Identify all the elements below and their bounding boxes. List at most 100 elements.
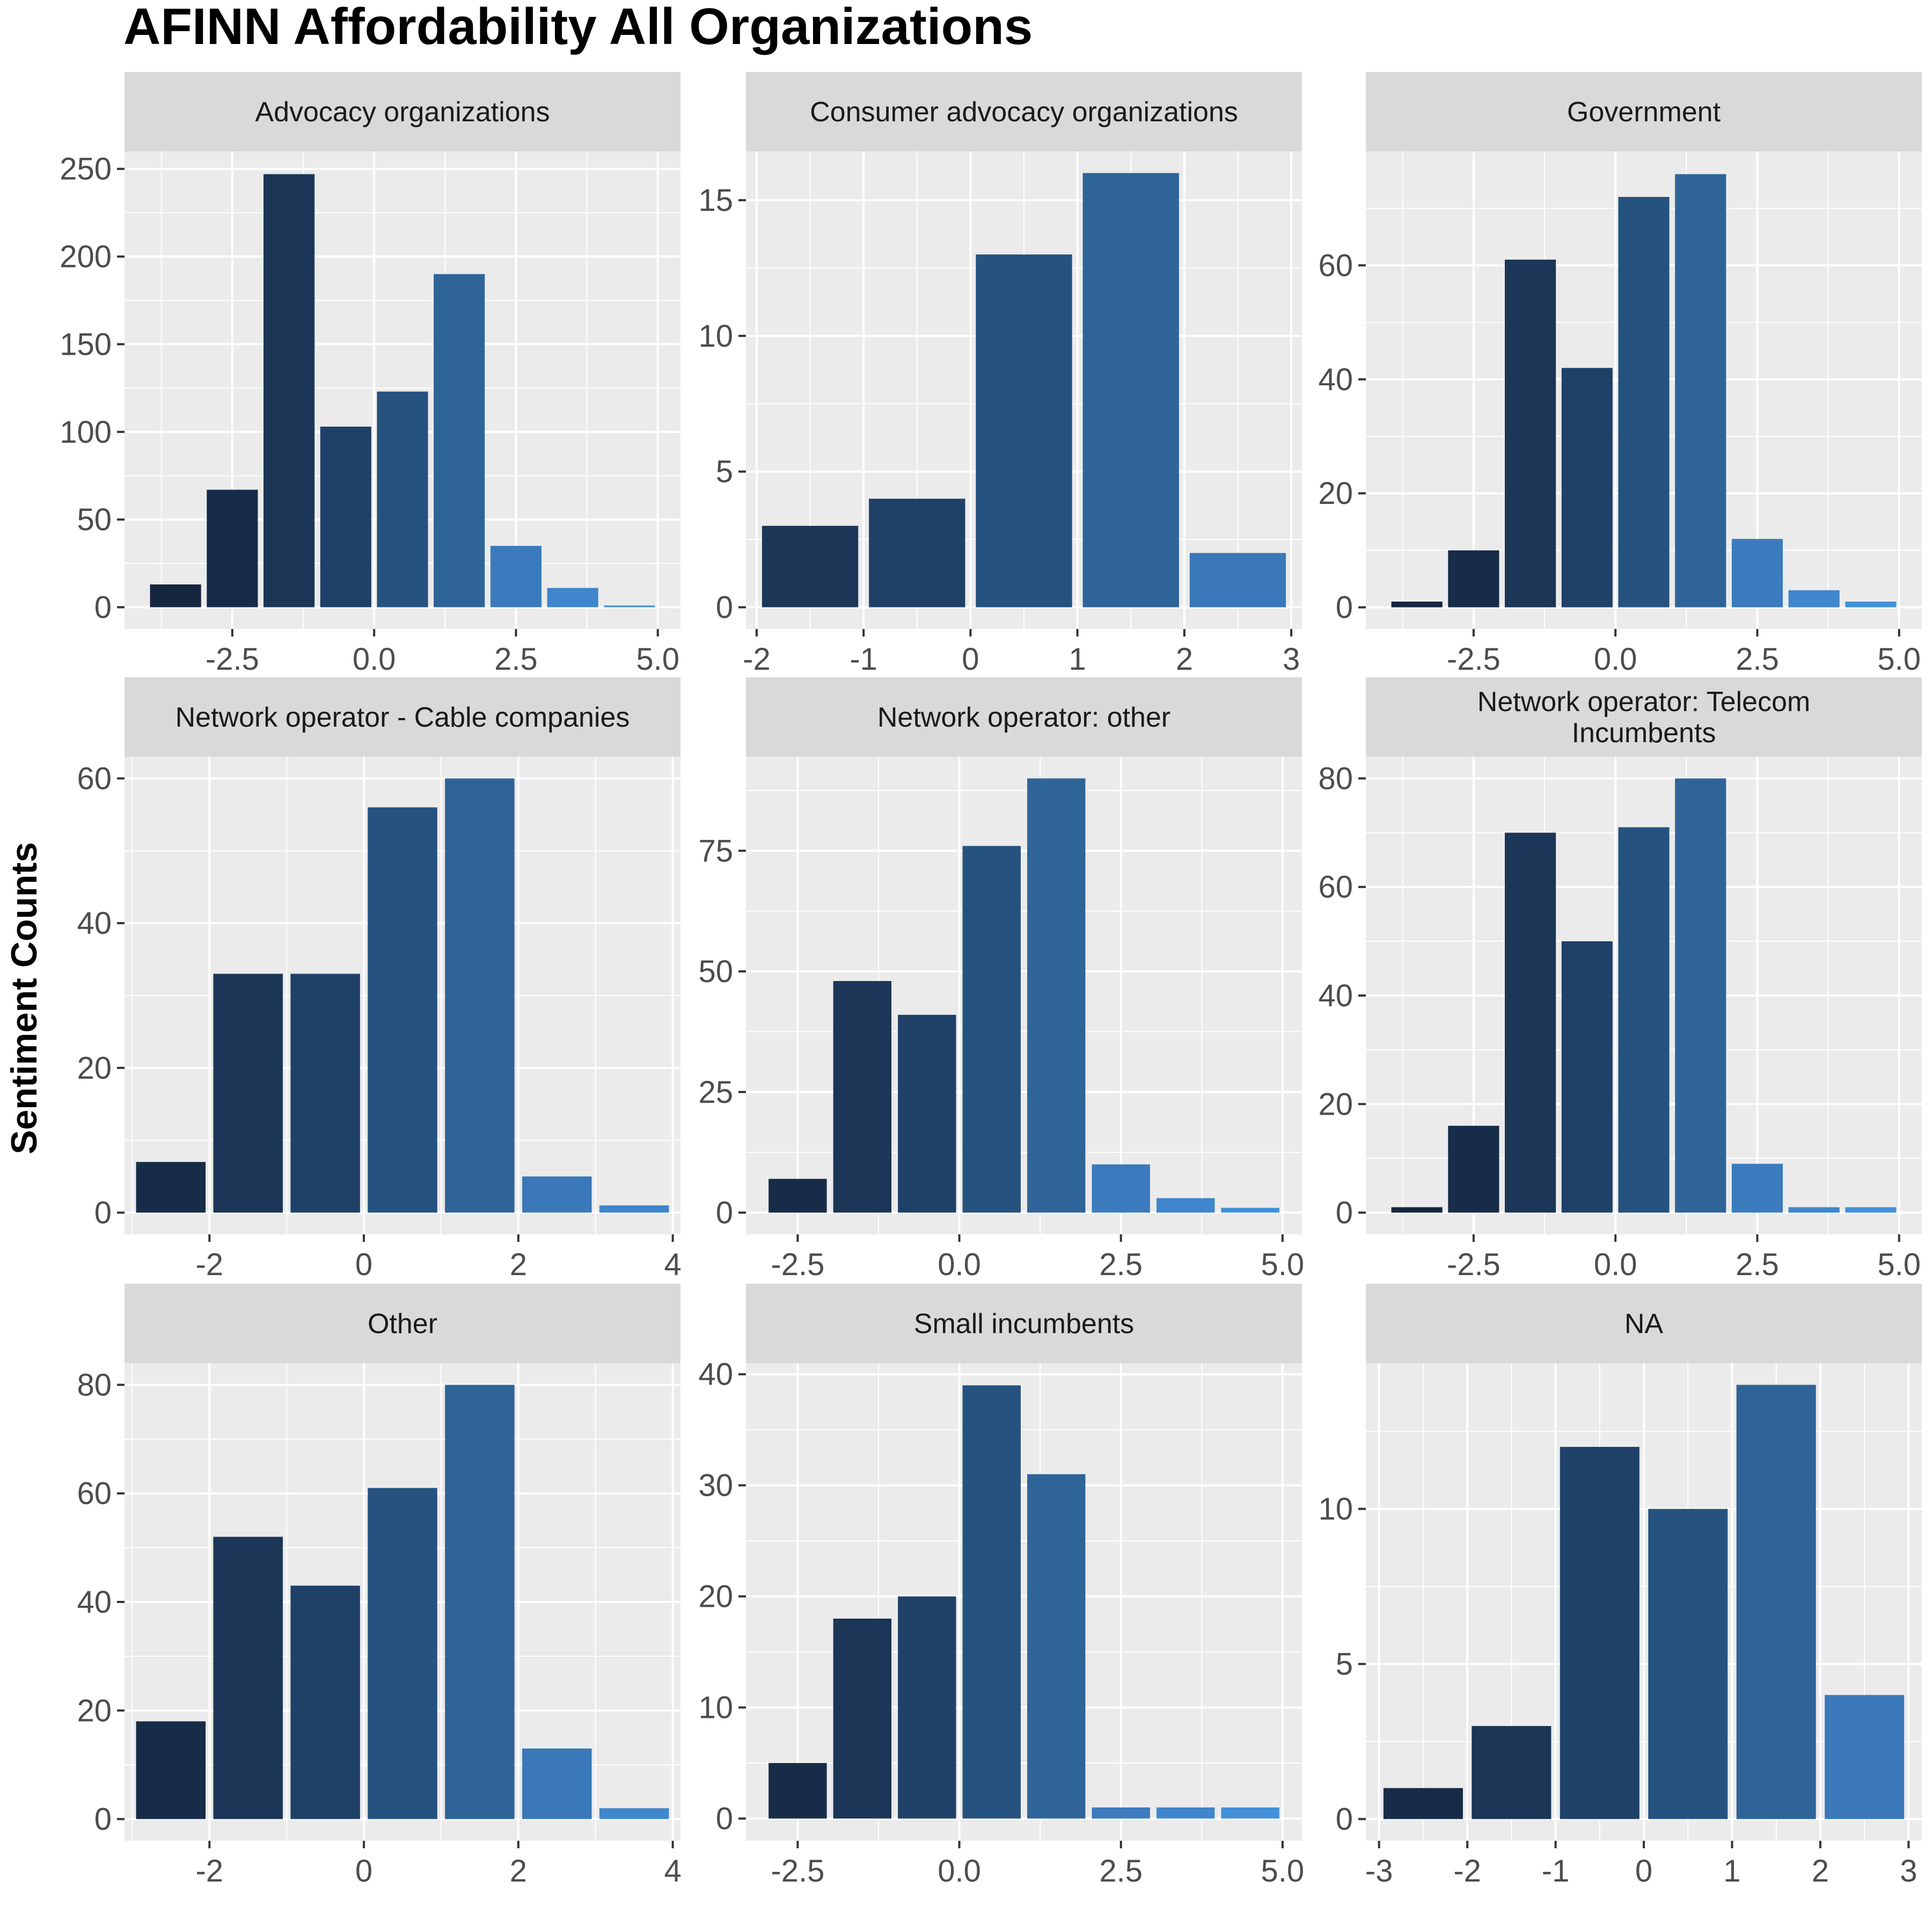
facet-title: NA bbox=[1624, 1308, 1664, 1340]
bar bbox=[1391, 1207, 1443, 1213]
facet-title: Incumbents bbox=[1572, 718, 1716, 749]
x-tick-label: 5.0 bbox=[1877, 1247, 1921, 1282]
y-tick-label: 75 bbox=[698, 833, 733, 868]
y-tick-label: 0 bbox=[716, 1802, 733, 1836]
x-tick-label: 1 bbox=[1069, 642, 1086, 677]
y-tick-label: 20 bbox=[77, 1051, 112, 1086]
bar bbox=[1788, 590, 1840, 608]
bar bbox=[769, 1763, 827, 1819]
facet-panel: Small incumbents 0 10 20 30 40 -2.5 0.0 2.5 5.0 bbox=[698, 1284, 1304, 1889]
bar bbox=[769, 1179, 827, 1213]
x-tick-label: 4 bbox=[664, 1247, 681, 1282]
x-tick-label: 0 bbox=[355, 1854, 372, 1889]
y-tick-label: 80 bbox=[77, 1367, 112, 1402]
facet-strip bbox=[1366, 677, 1922, 757]
bar bbox=[1189, 553, 1286, 608]
bar bbox=[1561, 368, 1613, 608]
bar bbox=[1675, 778, 1726, 1213]
bar bbox=[1845, 602, 1897, 608]
bar bbox=[1845, 1207, 1897, 1213]
bar bbox=[1027, 1474, 1086, 1819]
facet-strip bbox=[125, 72, 680, 151]
bar bbox=[213, 1536, 283, 1819]
x-tick-label: -2.5 bbox=[1447, 642, 1501, 677]
x-tick-label: 2 bbox=[510, 1854, 527, 1889]
y-tick-label: 200 bbox=[60, 239, 112, 274]
bar bbox=[1561, 941, 1613, 1213]
y-tick-label: 10 bbox=[698, 1690, 733, 1725]
x-tick-label: 4 bbox=[664, 1854, 681, 1889]
y-tick-label: 0 bbox=[716, 1196, 733, 1231]
facet-title: Network operator: other bbox=[877, 702, 1170, 733]
x-tick-label: -2 bbox=[195, 1247, 223, 1282]
y-tick-label: 20 bbox=[77, 1693, 112, 1728]
x-tick-label: 0.0 bbox=[938, 1854, 981, 1889]
x-tick-label: 5.0 bbox=[1877, 642, 1921, 677]
plot-panel bbox=[746, 1363, 1302, 1841]
y-tick-label: 40 bbox=[77, 1585, 112, 1620]
y-tick-label: 80 bbox=[1318, 761, 1353, 796]
x-tick-label: 0 bbox=[1635, 1854, 1652, 1889]
bar bbox=[898, 1596, 956, 1819]
bar bbox=[1505, 832, 1556, 1213]
x-tick-label: 2 bbox=[1176, 642, 1193, 677]
y-tick-label: 0 bbox=[94, 1802, 112, 1837]
x-tick-label: 0.0 bbox=[1594, 642, 1637, 677]
bar bbox=[290, 974, 360, 1213]
x-tick-label: -1 bbox=[850, 642, 877, 677]
x-tick-label: 2.5 bbox=[494, 642, 538, 677]
bar bbox=[833, 981, 892, 1213]
bar bbox=[1448, 550, 1499, 608]
bar bbox=[1156, 1198, 1215, 1213]
plot-panel bbox=[746, 757, 1302, 1234]
facet-panel: Government 0 20 40 60 -2.5 0.0 2.5 5.0 bbox=[1318, 72, 1922, 677]
y-tick-label: 10 bbox=[698, 319, 733, 354]
x-tick-label: 3 bbox=[1283, 642, 1300, 677]
bar bbox=[368, 1488, 437, 1819]
facet-strip bbox=[1366, 72, 1922, 151]
facet-panel: Network operator - Cable companies020406… bbox=[77, 677, 682, 1282]
facet-panel: Advocacy organizations 0 50 100 150 200 250 -2.… bbox=[60, 72, 680, 677]
y-tick-label: 40 bbox=[698, 1357, 733, 1392]
bar bbox=[150, 584, 201, 608]
y-tick-label: 250 bbox=[60, 152, 112, 187]
y-tick-label: 60 bbox=[77, 1476, 112, 1511]
bar bbox=[604, 605, 655, 608]
y-tick-label: 40 bbox=[1318, 362, 1353, 397]
y-tick-label: 100 bbox=[60, 415, 112, 450]
x-tick-label: -2.5 bbox=[206, 642, 259, 677]
y-tick-label: 60 bbox=[1318, 248, 1353, 283]
facet-title: Small incumbents bbox=[914, 1308, 1134, 1340]
x-tick-label: 0.0 bbox=[938, 1247, 981, 1282]
x-tick-label: 0.0 bbox=[1594, 1247, 1637, 1282]
facets: Advocacy organizations050100150200250-2.… bbox=[60, 72, 1922, 1889]
bar bbox=[1391, 602, 1443, 608]
x-tick-label: 0.0 bbox=[353, 642, 396, 677]
bar bbox=[1675, 174, 1726, 608]
bar bbox=[1221, 1208, 1279, 1213]
bar bbox=[522, 1748, 592, 1819]
y-tick-label: 50 bbox=[77, 502, 112, 537]
y-tick-label: 30 bbox=[698, 1468, 733, 1503]
x-tick-label: 2 bbox=[1812, 1854, 1829, 1889]
bar bbox=[207, 489, 258, 608]
facet-title: Government bbox=[1567, 97, 1721, 128]
bar bbox=[264, 174, 315, 608]
facet-title: Other bbox=[368, 1308, 437, 1340]
x-tick-label: -2.5 bbox=[1447, 1247, 1501, 1282]
bar bbox=[962, 846, 1021, 1213]
bar bbox=[1731, 539, 1783, 608]
bar bbox=[136, 1721, 206, 1819]
facet-strip bbox=[746, 677, 1302, 757]
y-tick-label: 60 bbox=[77, 761, 112, 796]
x-tick-label: -2 bbox=[743, 642, 771, 677]
x-tick-label: -2.5 bbox=[771, 1854, 824, 1889]
bar bbox=[599, 1205, 669, 1213]
y-tick-label: 20 bbox=[698, 1579, 733, 1614]
x-tick-label: 1 bbox=[1723, 1854, 1740, 1889]
facet-panel: NA 0 5 10 -3 -2 -1 0 1 2 3 bbox=[1318, 1284, 1922, 1889]
bar bbox=[762, 525, 859, 608]
x-tick-label: 2.5 bbox=[1099, 1247, 1143, 1282]
bar bbox=[1560, 1447, 1640, 1819]
